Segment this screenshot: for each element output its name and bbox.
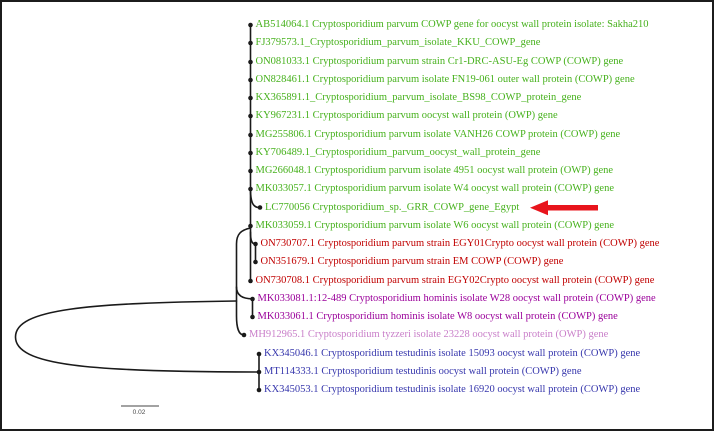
taxon-tip-dot [248,59,253,65]
taxon-tip-dot [248,150,253,156]
taxon-tip-dot [257,205,263,210]
taxon-tip-dot [248,168,253,174]
taxon-label: MG266048.1 Cryptosporidium parvum isolat… [255,165,614,176]
scale-bar-label: 0.02 [132,409,146,416]
taxon-tip-dot [248,223,253,229]
taxon-tip-dot [248,113,253,119]
taxon-tip-dot [248,77,253,83]
taxon-tip-dot [253,241,258,247]
taxon-label: ON730708.1 Cryptosporidium parvum strain… [255,275,655,286]
taxon-label: ON351679.1 Cryptosporidium parvum strain… [260,256,564,267]
taxon-label: KX345046.1 Cryptosporidium testudinis is… [264,348,641,359]
taxon-tip-dot [248,40,253,46]
highlight-arrow-icon [530,200,598,216]
branch-lc770056 [249,188,260,209]
taxon-tip-dot [248,95,253,101]
taxon-tip-dot [250,314,255,320]
taxon-label: MG255806.1 Cryptosporidium parvum isolat… [255,129,621,140]
taxon-tip-dot [256,369,262,375]
taxon-label: FJ379573.1_Cryptosporidium_parvum_isolat… [255,37,541,48]
taxon-tip-dot [250,296,255,302]
taxon-label: MH912965.1 Cryptosporidium tyzzeri isola… [249,329,609,340]
taxon-tip-dot [248,186,253,192]
taxon-label: KY967231.1 Cryptosporidium parvum oocyst… [255,110,558,121]
taxon-label: KX345053.1 Cryptosporidium testudinis is… [264,384,641,395]
taxon-label: KX365891.1_Cryptosporidium_parvum_isolat… [255,92,582,103]
taxon-tip-dot [248,132,253,138]
taxon-label: MK033081.1:12-489 Cryptosporidium homini… [257,293,656,304]
taxon-label: MK033061.1 Cryptosporidium hominis isola… [257,311,618,322]
taxon-tip-dot [256,351,262,357]
tip-dots [241,22,263,393]
taxon-label-highlighted: LC770056 Cryptosporidium_sp._GRR_COWP_ge… [265,201,520,213]
branch-root-bracket [14,300,260,373]
taxon-label: ON730707.1 Cryptosporidium parvum strain… [260,238,660,249]
branch-deep-clade [235,227,252,336]
taxon-label: MT114333.1 Cryptosporidium testudinis oo… [264,366,582,377]
taxon-label: ON081033.1 Cryptosporidium parvum strain… [255,56,624,67]
taxon-tip-dot [256,387,262,393]
taxon-label: MK033057.1 Cryptosporidium parvum isolat… [255,183,615,194]
taxon-label: AB514064.1 Cryptosporidium parvum COWP g… [255,19,649,30]
taxon-tip-dot [241,332,247,338]
taxon-label: ON828461.1 Cryptosporidium parvum isolat… [255,74,635,85]
taxon-label: KY706489.1_Cryptosporidium_parvum_oocyst… [255,147,541,158]
taxon-tip-dot [248,22,253,28]
taxon-label: MK033059.1 Cryptosporidium parvum isolat… [255,220,615,231]
taxon-tip-dot [248,278,253,284]
taxon-tip-dot [253,259,258,265]
